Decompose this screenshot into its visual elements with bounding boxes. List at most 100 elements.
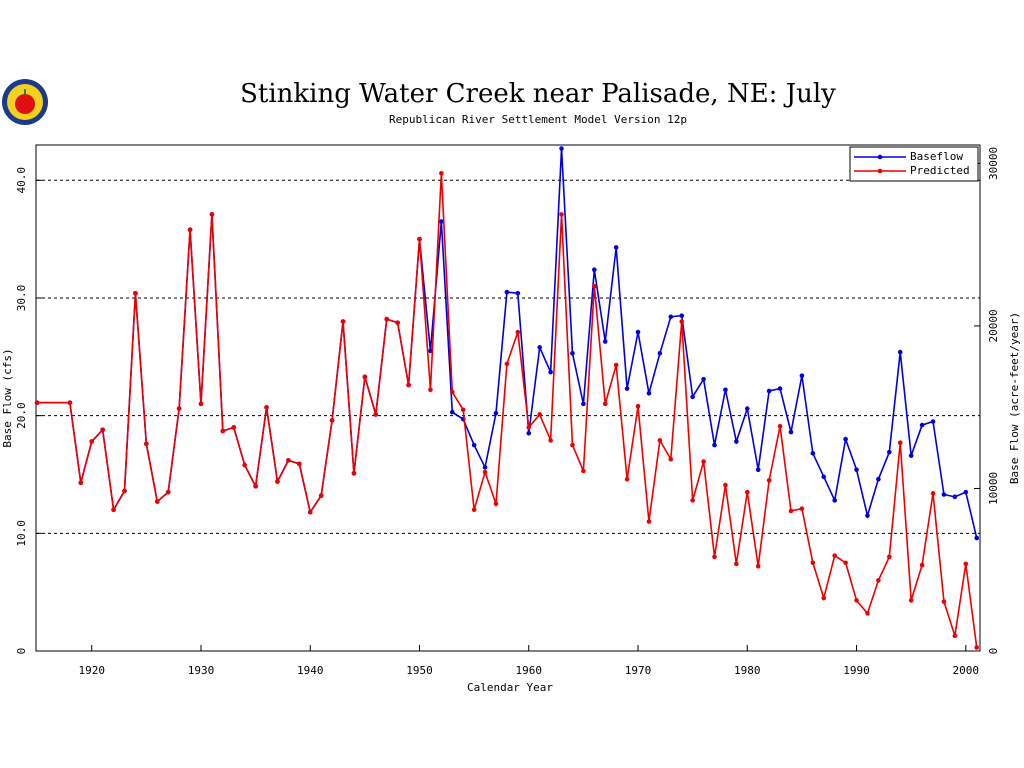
data-point	[701, 376, 706, 382]
data-point	[220, 428, 226, 434]
logo	[2, 79, 48, 125]
data-point	[865, 513, 870, 518]
data-point	[690, 498, 695, 503]
legend-marker	[877, 168, 883, 174]
data-point	[755, 563, 761, 569]
data-point	[613, 245, 619, 250]
data-point	[908, 453, 914, 458]
legend-label: Baseflow	[910, 150, 963, 163]
data-point	[297, 461, 302, 467]
x-tick-label: 1920	[78, 664, 105, 677]
data-point	[941, 599, 947, 604]
data-point	[253, 483, 258, 489]
data-point	[537, 345, 542, 350]
data-point	[679, 313, 685, 318]
data-point	[581, 468, 586, 474]
data-point	[242, 462, 247, 468]
data-point	[635, 403, 641, 409]
data-point	[111, 507, 116, 513]
legend-box	[849, 146, 979, 182]
data-point	[876, 476, 881, 482]
data-point	[832, 553, 837, 558]
data-point	[887, 449, 892, 455]
data-point	[198, 401, 204, 407]
data-point	[810, 451, 816, 456]
data-point	[264, 405, 269, 410]
y2-tick-label: 0	[987, 648, 1000, 655]
data-point	[788, 429, 794, 435]
data-point	[865, 611, 870, 616]
data-point	[362, 374, 368, 380]
data-point	[581, 401, 586, 407]
data-point	[897, 349, 903, 355]
data-point	[854, 598, 859, 603]
x-tick-label: 1990	[843, 664, 870, 677]
data-point	[908, 598, 914, 603]
data-point	[613, 362, 619, 368]
data-point	[89, 439, 95, 444]
y-tick-label: 10.0	[15, 520, 28, 547]
data-point	[854, 467, 859, 473]
data-point	[100, 427, 105, 433]
data-point	[887, 554, 892, 560]
data-point	[701, 459, 706, 464]
data-point	[471, 507, 477, 513]
data-point	[537, 412, 542, 417]
x-tick-label: 1940	[297, 664, 324, 677]
data-point	[340, 319, 346, 324]
data-point	[154, 499, 160, 504]
data-point	[307, 509, 313, 515]
x-tick-label: 1960	[516, 664, 543, 677]
data-point	[460, 407, 466, 413]
y-tick-label: 0	[15, 648, 28, 655]
data-point	[690, 394, 695, 400]
data-point	[493, 410, 499, 416]
data-point	[133, 290, 138, 296]
y-tick-label: 40.0	[15, 167, 28, 194]
data-point	[67, 400, 73, 406]
data-point	[559, 212, 564, 217]
data-point	[723, 482, 728, 488]
data-point	[482, 465, 488, 470]
data-point	[919, 562, 925, 568]
data-point	[974, 535, 980, 541]
data-point	[559, 146, 564, 151]
data-point	[144, 441, 149, 447]
data-point	[548, 438, 553, 443]
data-point	[799, 373, 805, 378]
data-point	[810, 560, 816, 566]
y-tick-label: 30.0	[15, 285, 28, 312]
data-point	[635, 329, 641, 335]
data-point	[657, 350, 663, 356]
data-point	[952, 633, 958, 639]
legend-label: Predicted	[910, 164, 970, 177]
data-point	[766, 478, 772, 483]
data-point	[788, 508, 794, 514]
chart-title: Stinking Water Creek near Palisade, NE: …	[240, 79, 836, 109]
data-point	[668, 314, 674, 320]
series-line	[37, 148, 978, 539]
data-point	[843, 436, 848, 442]
data-point	[209, 212, 215, 217]
data-point	[504, 289, 510, 295]
data-point	[329, 418, 335, 423]
data-point	[406, 382, 411, 388]
data-point	[515, 290, 521, 296]
x-tick-label: 1950	[406, 664, 433, 677]
data-point	[777, 386, 783, 391]
data-point	[439, 170, 444, 176]
data-point	[624, 386, 630, 391]
data-point	[187, 227, 193, 233]
data-point	[744, 406, 750, 411]
data-point	[646, 519, 652, 524]
data-point	[624, 476, 630, 482]
plot-frame	[35, 144, 981, 652]
data-point	[930, 419, 936, 424]
data-point	[646, 390, 652, 396]
data-point	[570, 350, 575, 356]
data-point	[275, 479, 280, 484]
data-point	[439, 219, 444, 224]
data-point	[821, 474, 827, 480]
data-point	[602, 401, 608, 407]
data-point	[679, 319, 685, 324]
